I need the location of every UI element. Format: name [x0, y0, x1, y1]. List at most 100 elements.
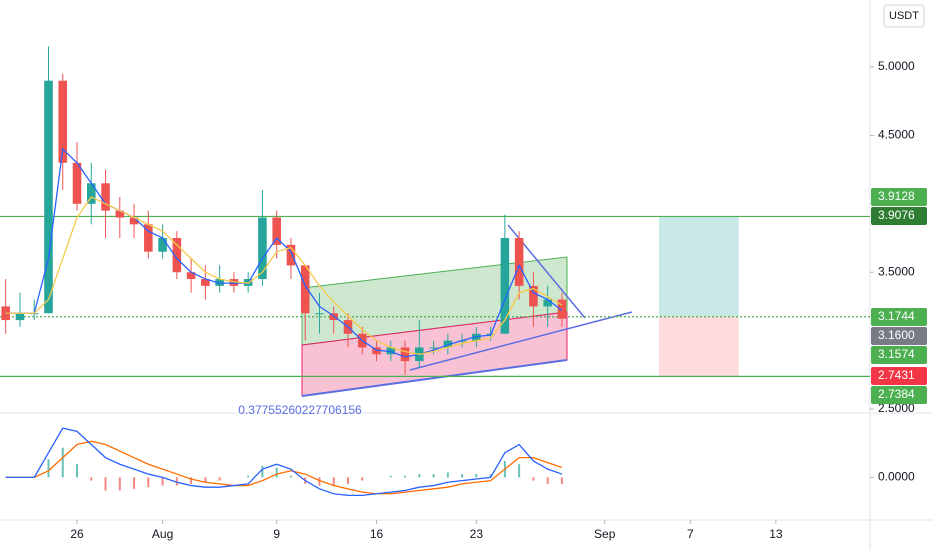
- x-tick-label: 23: [470, 527, 484, 541]
- price-label: [871, 346, 927, 364]
- price-label: [871, 386, 927, 404]
- histogram-bar: [204, 477, 207, 483]
- histogram-bar: [318, 477, 321, 486]
- candle-body: [529, 285, 538, 307]
- histogram-bar: [190, 477, 193, 484]
- histogram-bar: [90, 477, 93, 481]
- currency: USDT: [889, 10, 919, 22]
- price-label: [871, 327, 927, 345]
- price-label-text: 3.9076: [878, 208, 915, 222]
- price-label: [871, 188, 927, 206]
- histogram-bar: [389, 475, 392, 478]
- histogram-bar: [560, 477, 563, 484]
- price-label-text: 3.9128: [878, 189, 915, 203]
- price-label-text: 3.1600: [878, 328, 915, 342]
- candle-body: [315, 313, 324, 315]
- position-stop: [658, 316, 739, 376]
- candle-body: [229, 279, 239, 286]
- candle-body: [272, 217, 281, 245]
- candle-body: [258, 217, 267, 280]
- candle-body: [443, 340, 453, 348]
- histogram-bar: [489, 474, 492, 478]
- candle-body: [44, 80, 53, 314]
- x-tick-label: 9: [273, 527, 280, 541]
- histogram-bar: [446, 472, 449, 478]
- price-label: [871, 308, 927, 326]
- candle-body: [144, 224, 153, 252]
- candle-body: [186, 272, 196, 280]
- histogram-bar: [275, 467, 278, 478]
- position-target: [658, 216, 739, 317]
- histogram-bar: [175, 477, 178, 486]
- candle-body: [72, 162, 82, 204]
- x-tick-label: 13: [769, 527, 783, 541]
- histogram-bar: [261, 465, 264, 478]
- candle-body: [514, 238, 524, 286]
- candle-body: [101, 183, 110, 211]
- histogram-bar: [475, 474, 478, 478]
- trend-line: [301, 359, 568, 397]
- histogram-bar: [47, 459, 50, 478]
- candle-body: [15, 313, 25, 321]
- histogram-bar: [432, 474, 435, 478]
- candle-body: [386, 347, 396, 355]
- moving-average: [5, 196, 563, 355]
- histogram-bar: [118, 477, 121, 491]
- candle-body: [500, 238, 510, 334]
- macd-line: [5, 427, 563, 497]
- candle-body: [129, 217, 139, 225]
- candle-body: [58, 80, 68, 163]
- signal-line: [5, 440, 563, 495]
- histogram-bar: [361, 477, 364, 481]
- candle-body: [158, 238, 167, 252]
- candle-body: [201, 279, 210, 286]
- price-label-text: 2.7431: [878, 368, 915, 382]
- candle-body: [429, 347, 438, 349]
- histogram-bar: [104, 477, 107, 491]
- histogram-bar: [461, 474, 464, 478]
- x-tick-label: Aug: [152, 527, 173, 541]
- histogram-bar: [161, 477, 164, 486]
- candle-body: [557, 299, 567, 319]
- histogram-bar: [546, 477, 549, 484]
- price-label-text: 2.7384: [878, 387, 915, 401]
- histogram-bar: [76, 464, 79, 478]
- x-tick-label: Sep: [594, 527, 616, 541]
- histogram-bar: [518, 464, 521, 478]
- annotation: 0.37755260227706156: [238, 403, 362, 417]
- candle-body: [543, 299, 552, 307]
- histogram-bar: [347, 477, 349, 484]
- candle-body: [372, 347, 381, 355]
- histogram-bar: [133, 477, 136, 489]
- candle-body: [472, 333, 481, 341]
- currency-badge[interactable]: [883, 4, 925, 28]
- y-tick-label: 4.5000: [878, 128, 915, 142]
- histogram-bar: [404, 475, 407, 478]
- candle-body: [300, 265, 310, 314]
- price-label: [871, 367, 927, 385]
- candle-body: [215, 279, 224, 286]
- candle-body: [286, 244, 296, 266]
- trend-line: [409, 311, 633, 371]
- y-tick-label: 3.5000: [878, 264, 915, 278]
- price-label: [871, 207, 927, 225]
- candle-body: [172, 238, 182, 273]
- candle-body: [115, 210, 125, 218]
- histogram-bar: [289, 475, 292, 478]
- histogram-bar: [61, 447, 64, 478]
- x-tick-label: 26: [70, 527, 84, 541]
- price-label-text: 3.1744: [878, 309, 915, 323]
- histogram-bar: [532, 477, 535, 481]
- x-tick-label: 16: [370, 527, 384, 541]
- candle-body: [400, 347, 410, 362]
- y-tick-label: 0.0000: [878, 470, 915, 484]
- x-tick-label: 7: [687, 527, 694, 541]
- y-tick-label: 2.5000: [878, 401, 915, 415]
- moving-average: [5, 147, 563, 358]
- histogram-bar: [418, 474, 421, 478]
- y-tick-label: 5.0000: [878, 59, 915, 73]
- histogram-bar: [247, 475, 250, 478]
- candle-body: [87, 183, 96, 204]
- histogram-bar: [218, 477, 221, 481]
